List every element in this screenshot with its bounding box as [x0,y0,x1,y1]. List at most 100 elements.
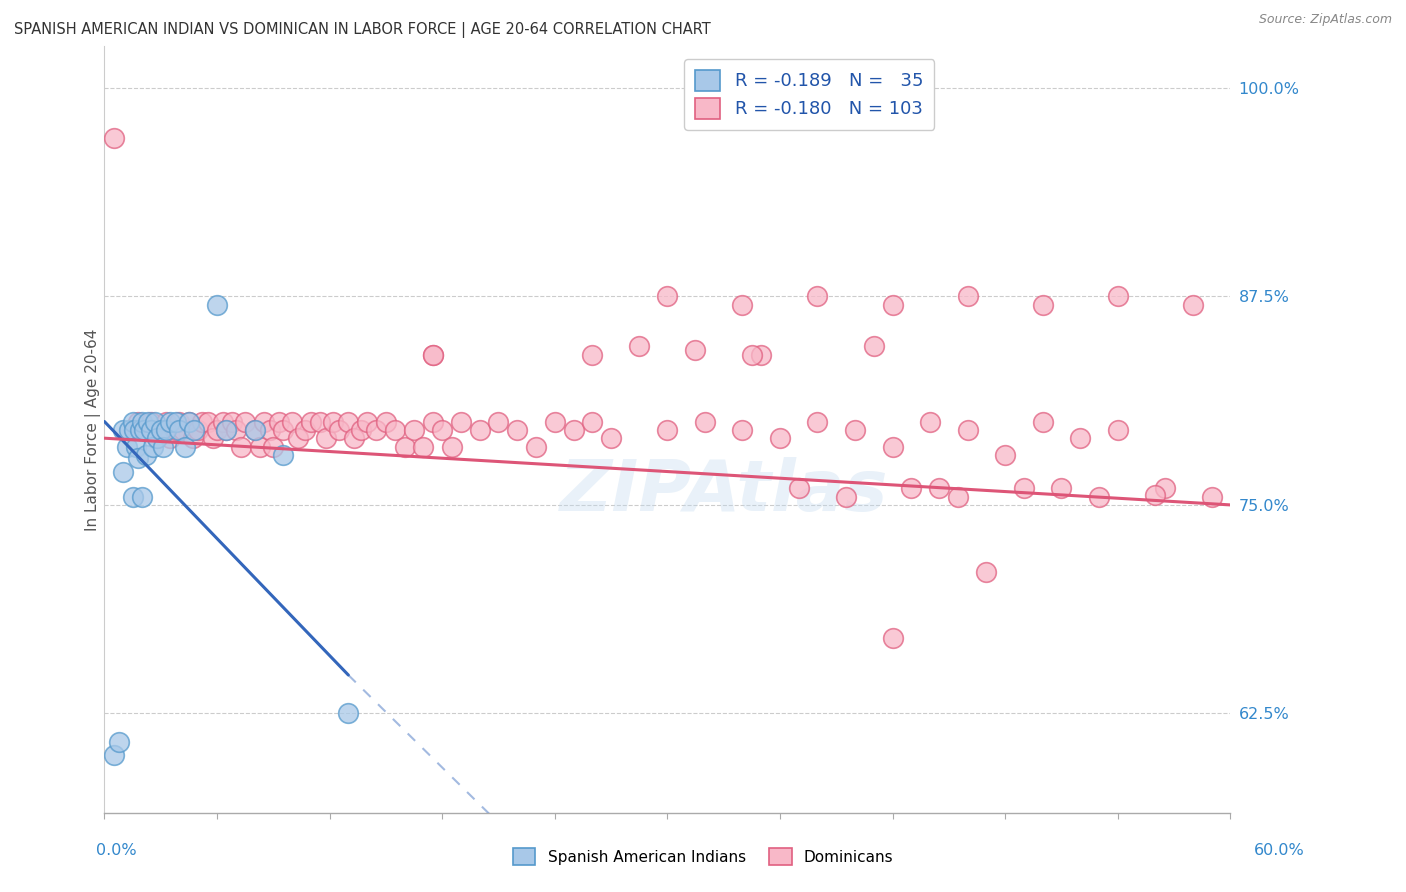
Point [262,440,284,454]
Point [135,448,157,462]
Point [131,490,153,504]
Point [191,415,214,429]
Point [1012,481,1035,495]
Point [159,415,181,429]
Point [581,415,603,429]
Point [581,348,603,362]
Point [181,431,204,445]
Point [1201,490,1223,504]
Point [356,415,378,429]
Point [243,423,266,437]
Point [956,423,979,437]
Point [146,431,169,445]
Point [769,431,792,445]
Point [299,415,322,429]
Point [956,289,979,303]
Point [287,431,309,445]
Point [112,423,135,437]
Point [430,423,453,437]
Point [731,423,754,437]
Point [1107,423,1129,437]
Point [165,415,187,429]
Point [152,440,174,454]
Point [1069,431,1091,445]
Point [169,415,191,429]
Point [337,415,360,429]
Point [129,423,152,437]
Text: 0.0%: 0.0% [96,843,136,858]
Point [141,415,163,429]
Point [155,415,177,429]
Point [366,423,388,437]
Point [394,440,416,454]
Point [322,415,344,429]
Text: 60.0%: 60.0% [1254,843,1305,858]
Point [343,431,366,445]
Point [628,339,651,353]
Point [149,423,172,437]
Point [141,423,163,437]
Point [787,481,810,495]
Point [211,415,233,429]
Point [108,735,131,749]
Point [309,415,332,429]
Point [468,423,491,437]
Point [103,131,125,145]
Point [127,451,149,466]
Point [172,423,194,437]
Point [221,415,243,429]
Point [112,465,135,479]
Point [132,423,155,437]
Text: SPANISH AMERICAN INDIAN VS DOMINICAN IN LABOR FORCE | AGE 20-64 CORRELATION CHAR: SPANISH AMERICAN INDIAN VS DOMINICAN IN … [14,22,711,38]
Point [183,423,205,437]
Point [657,289,679,303]
Point [1032,415,1054,429]
Point [1032,298,1054,312]
Point [834,490,856,504]
Point [215,423,238,437]
Legend: Spanish American Indians, Dominicans: Spanish American Indians, Dominicans [506,842,900,871]
Point [115,440,138,454]
Point [271,448,294,462]
Point [524,440,547,454]
Point [1088,490,1111,504]
Point [177,415,200,429]
Point [862,339,884,353]
Point [685,343,707,357]
Point [440,440,463,454]
Point [882,632,904,646]
Point [159,431,181,445]
Point [806,289,828,303]
Point [143,415,166,429]
Point [225,423,247,437]
Point [1153,481,1175,495]
Point [259,423,281,437]
Point [271,423,294,437]
Point [544,415,567,429]
Point [928,481,950,495]
Point [281,415,304,429]
Point [384,423,406,437]
Point [205,423,228,437]
Point [202,431,225,445]
Point [231,440,253,454]
Point [169,423,191,437]
Point [506,423,529,437]
Point [142,440,165,454]
Point [135,423,157,437]
Text: ZIPAtlas: ZIPAtlas [560,457,887,525]
Point [1107,289,1129,303]
Point [187,423,209,437]
Point [741,348,763,362]
Point [882,440,904,454]
Point [350,423,373,437]
Text: Source: ZipAtlas.com: Source: ZipAtlas.com [1258,13,1392,27]
Point [197,415,219,429]
Point [294,423,316,437]
Point [146,431,169,445]
Y-axis label: In Labor Force | Age 20-64: In Labor Force | Age 20-64 [86,328,101,531]
Point [693,415,716,429]
Point [249,440,271,454]
Point [155,423,177,437]
Point [127,415,149,429]
